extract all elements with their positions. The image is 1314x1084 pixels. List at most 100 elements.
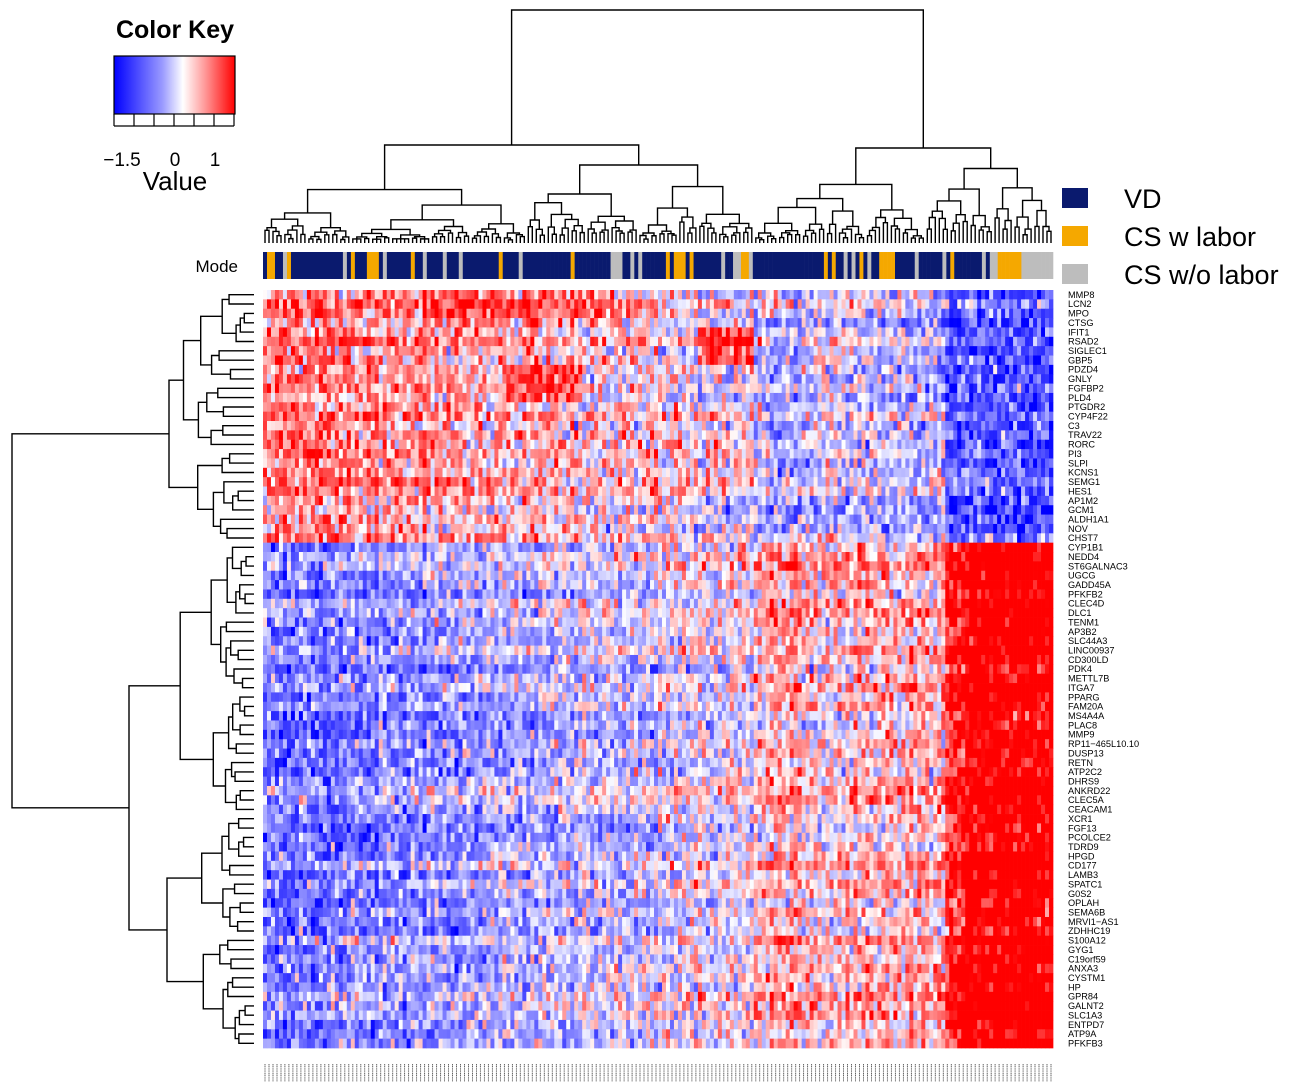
heatmap-cell xyxy=(917,495,922,506)
heatmap-cell xyxy=(833,430,838,441)
heatmap-cell xyxy=(841,364,846,375)
heatmap-cell xyxy=(701,290,707,300)
heatmap-cell xyxy=(865,495,870,506)
heatmap-cell xyxy=(554,430,559,441)
heatmap-cell xyxy=(598,318,603,328)
heatmap-cell xyxy=(849,374,854,384)
heatmap-cell xyxy=(582,411,587,422)
heatmap-cell xyxy=(650,346,655,356)
heatmap-cell xyxy=(282,299,288,310)
heatmap-cell xyxy=(829,486,834,497)
heatmap-cell xyxy=(630,308,635,319)
heatmap-cell xyxy=(358,402,364,413)
heatmap-cell xyxy=(757,402,763,413)
heatmap-cell xyxy=(578,411,583,422)
heatmap-cell xyxy=(845,421,850,431)
heatmap-cell xyxy=(330,336,336,347)
mode-cell xyxy=(1001,252,1006,279)
heatmap-cell xyxy=(558,318,563,328)
heatmap-cell xyxy=(753,336,759,347)
heatmap-cell xyxy=(941,449,946,459)
heatmap-cell xyxy=(1013,346,1018,356)
heatmap-cell xyxy=(602,421,607,431)
heatmap-cell xyxy=(358,458,364,469)
heatmap-cell xyxy=(877,477,882,487)
heatmap-cell xyxy=(538,402,543,413)
heatmap-cell xyxy=(474,439,479,450)
heatmap-cell xyxy=(314,318,320,328)
heatmap-cell xyxy=(582,290,587,300)
heatmap-cell xyxy=(725,383,731,394)
heatmap-cell xyxy=(745,383,751,394)
heatmap-cell xyxy=(829,355,834,366)
mode-cell xyxy=(438,252,444,279)
heatmap-cell xyxy=(622,486,627,497)
mode-cell xyxy=(658,252,663,279)
heatmap-cell xyxy=(777,411,783,422)
heatmap-cell xyxy=(406,290,411,300)
heatmap-cell xyxy=(757,477,763,487)
heatmap-cell xyxy=(809,477,814,487)
heatmap-cell xyxy=(1033,495,1038,506)
heatmap-cell xyxy=(450,421,455,431)
heatmap-cell xyxy=(618,430,623,441)
heatmap-cell xyxy=(502,355,507,366)
heatmap-cell xyxy=(773,374,779,384)
heatmap-cell xyxy=(681,467,687,478)
heatmap-cell xyxy=(997,355,1002,366)
heatmap-cell xyxy=(474,486,479,497)
heatmap-cell xyxy=(574,505,579,515)
heatmap-cell xyxy=(973,505,978,515)
heatmap-cell xyxy=(642,402,647,413)
heatmap-cell xyxy=(654,411,659,422)
heatmap-cell xyxy=(318,374,324,384)
heatmap-cell xyxy=(729,421,735,431)
heatmap-cell xyxy=(805,318,810,328)
heatmap-cell xyxy=(1049,355,1054,366)
heatmap-cell xyxy=(346,486,352,497)
heatmap-cell xyxy=(522,299,527,310)
heatmap-cell xyxy=(574,364,579,375)
heatmap-cell xyxy=(1041,308,1046,319)
heatmap-cell xyxy=(905,336,910,347)
heatmap-cell xyxy=(841,505,846,515)
heatmap-cell xyxy=(825,421,830,431)
heatmap-cell xyxy=(945,430,950,441)
heatmap-cell xyxy=(610,439,615,450)
heatmap-cell xyxy=(586,439,591,450)
heatmap-cell xyxy=(398,439,403,450)
heatmap-cell xyxy=(997,421,1002,431)
heatmap-cell xyxy=(857,402,862,413)
heatmap-cell xyxy=(446,290,451,300)
heatmap-cell xyxy=(705,439,711,450)
heatmap-cell xyxy=(538,308,543,319)
mode-cell xyxy=(879,252,884,279)
heatmap-cell xyxy=(849,477,854,487)
heatmap-cell xyxy=(394,458,400,469)
heatmap-cell xyxy=(937,336,942,347)
heatmap-cell xyxy=(749,374,755,384)
heatmap-cell xyxy=(669,364,675,375)
heatmap-cell xyxy=(430,411,435,422)
heatmap-cell xyxy=(598,477,603,487)
heatmap-cell xyxy=(590,374,595,384)
heatmap-cell xyxy=(610,346,615,356)
heatmap-cell xyxy=(430,430,435,441)
heatmap-cell xyxy=(402,374,407,384)
heatmap-cell xyxy=(885,392,890,403)
heatmap-cell xyxy=(713,467,719,478)
heatmap-cell xyxy=(298,392,304,403)
heatmap-cell xyxy=(398,505,403,515)
heatmap-cell xyxy=(622,364,627,375)
heatmap-cell xyxy=(777,477,783,487)
mode-cell xyxy=(819,252,825,279)
heatmap-cell xyxy=(558,346,563,356)
heatmap-cell xyxy=(290,383,296,394)
heatmap-cell xyxy=(901,477,906,487)
heatmap-cell xyxy=(729,477,735,487)
heatmap-cell xyxy=(869,392,874,403)
heatmap-cell xyxy=(765,477,771,487)
heatmap-cell xyxy=(1013,383,1018,394)
heatmap-cell xyxy=(518,449,523,459)
heatmap-cell xyxy=(1013,374,1018,384)
